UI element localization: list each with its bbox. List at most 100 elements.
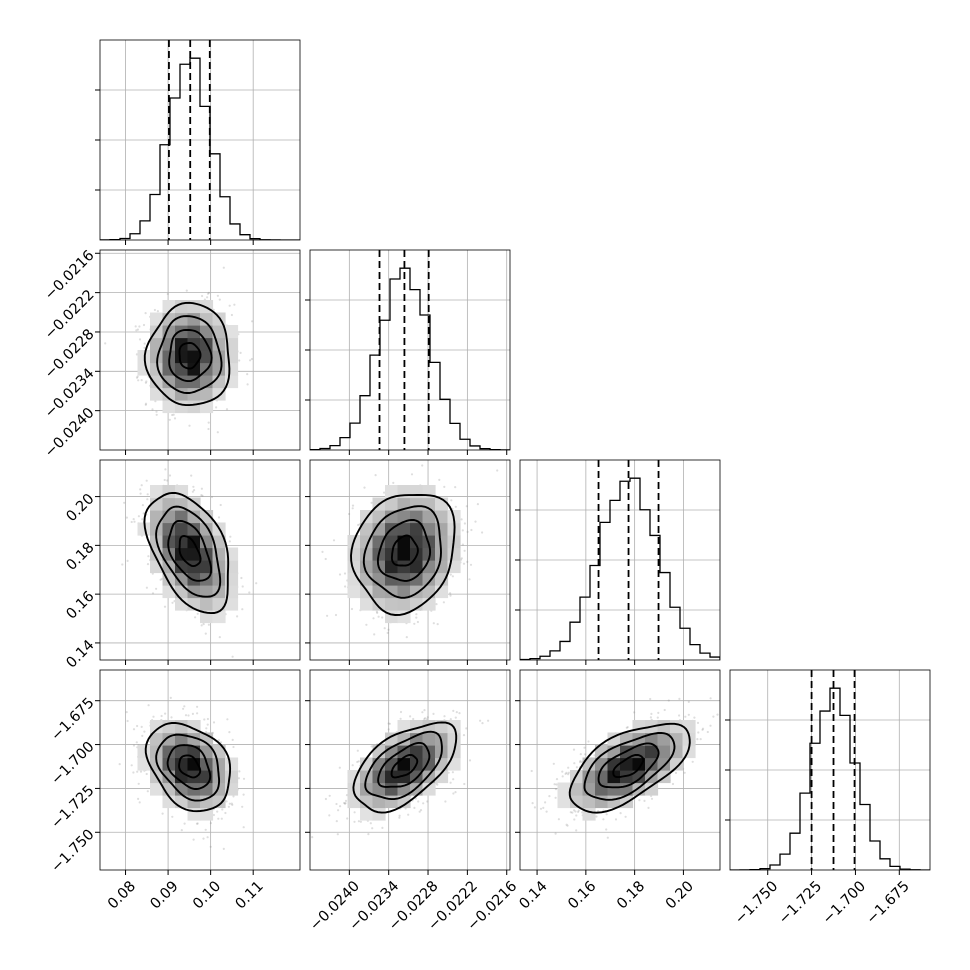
scatter-point <box>207 291 210 294</box>
contour-1 <box>166 744 212 790</box>
density-cell <box>200 312 214 326</box>
scatter-point <box>458 712 461 715</box>
scatter-point <box>432 712 435 716</box>
scatter-point <box>206 723 209 726</box>
scatter-point <box>602 818 605 821</box>
scatter-point <box>579 759 582 763</box>
scatter-point <box>238 359 241 362</box>
scatter-point <box>190 474 193 477</box>
scatter-point <box>383 491 386 494</box>
scatter-point <box>146 790 149 793</box>
density-cell <box>200 597 214 611</box>
scatter-point <box>123 501 126 504</box>
scatter-point <box>466 530 469 534</box>
contour-3 <box>350 494 456 616</box>
panel-frame <box>309 459 511 661</box>
scatter-point <box>311 836 314 839</box>
scatter-point <box>678 714 681 717</box>
density-cell <box>570 782 584 796</box>
scatter-point <box>454 791 457 794</box>
density-cell <box>150 375 164 389</box>
scatter-point <box>584 753 587 756</box>
scatter-point <box>144 403 147 406</box>
contour-1 <box>168 328 213 383</box>
density-cell <box>397 572 411 586</box>
scatter-point <box>573 818 576 821</box>
scatter-point <box>240 576 243 580</box>
scatter-point <box>426 800 429 803</box>
density-cell <box>150 387 164 401</box>
scatter-point <box>220 817 223 820</box>
scatter-point <box>251 320 254 323</box>
scatter-point <box>423 718 426 721</box>
density-cell <box>225 770 239 784</box>
scatter-point <box>239 351 242 354</box>
contour-2 <box>583 731 676 801</box>
scatter-point <box>465 505 468 508</box>
scatter-point <box>410 473 414 476</box>
density-cell <box>212 795 226 809</box>
density-cell <box>385 497 399 511</box>
scatter-point <box>696 738 699 741</box>
scatter-point <box>151 592 155 595</box>
density-cell <box>385 782 399 796</box>
scatter-layer <box>121 468 258 658</box>
x-tick-label: 0.10 <box>190 878 224 912</box>
density-cell <box>175 720 189 734</box>
scatter-point <box>160 714 163 718</box>
contour-2 <box>156 315 223 394</box>
scatter-point <box>533 806 537 809</box>
scatter-point <box>146 563 150 566</box>
density-cell <box>175 547 189 561</box>
scatter-point <box>656 716 659 719</box>
scatter-point <box>699 738 702 741</box>
scatter-point <box>168 418 171 421</box>
scatter-point <box>415 613 418 616</box>
density-cell <box>225 362 239 376</box>
scatter-point <box>479 719 482 722</box>
density-cell <box>225 325 239 339</box>
scatter-point <box>357 523 360 527</box>
scatter-point <box>449 781 452 784</box>
contour-1 <box>167 519 213 582</box>
scatter-point <box>125 516 128 519</box>
density-cell <box>200 350 214 364</box>
density-cell <box>187 350 201 364</box>
panel-frame <box>309 249 511 451</box>
diag-panel-2 <box>515 459 721 665</box>
density-cell <box>162 375 176 389</box>
scatter-point <box>130 764 133 767</box>
panel-2-0: 0.14 0.16 0.18 0.20 <box>64 459 301 671</box>
scatter-point <box>649 716 653 719</box>
scatter-point <box>126 559 129 563</box>
scatter-point <box>219 503 222 507</box>
scatter-point <box>468 759 472 762</box>
density-cell <box>385 510 399 524</box>
scatter-point <box>137 797 140 801</box>
scatter-point <box>166 292 169 296</box>
density-cell <box>187 795 201 809</box>
scatter-point <box>432 622 435 625</box>
contour-3 <box>568 722 691 814</box>
scatter-point <box>351 507 354 510</box>
scatter-point <box>232 795 235 798</box>
scatter-point <box>377 615 380 618</box>
scatter-point <box>334 613 338 617</box>
contour-2 <box>155 733 221 802</box>
density-cell <box>447 757 461 771</box>
density-cell <box>175 400 189 414</box>
scatter-point <box>419 809 423 812</box>
scatter-point <box>438 478 441 481</box>
scatter-point <box>409 715 412 718</box>
density-cell <box>360 757 374 771</box>
scatter-point <box>173 417 177 420</box>
x-tick-label: −1.675 <box>864 878 913 927</box>
scatter-point <box>228 802 231 805</box>
scatter-point <box>183 705 186 708</box>
scatter-point <box>232 745 235 749</box>
scatter-point <box>188 424 191 427</box>
scatter-point <box>221 808 224 811</box>
y-tick-label: 0.16 <box>64 588 98 622</box>
scatter-point <box>461 543 464 546</box>
density-cell <box>225 597 239 611</box>
